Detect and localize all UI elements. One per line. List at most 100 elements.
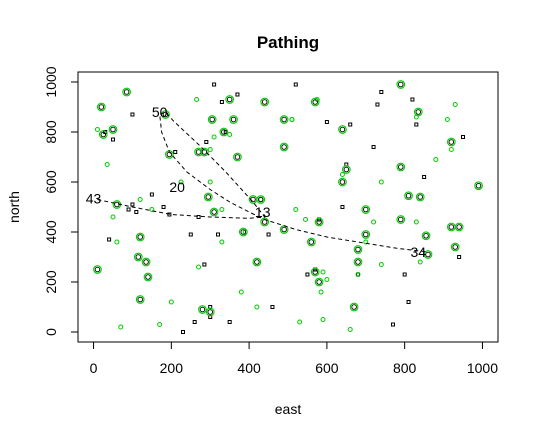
small-green-point <box>178 179 184 185</box>
black-ring-point <box>221 129 227 135</box>
green-circle-point <box>341 165 351 174</box>
green-circle-point <box>248 195 258 204</box>
green-circle-point <box>135 232 145 242</box>
black-ring-point <box>355 246 361 253</box>
black-square-point <box>410 97 415 102</box>
green-circle-point <box>446 222 456 232</box>
black-ring-point <box>98 104 105 110</box>
green-circle-point <box>225 95 235 104</box>
y-tick-label: 400 <box>43 220 59 244</box>
black-ring-point <box>363 231 369 238</box>
path-node-label: 50 <box>152 104 168 120</box>
green-circle-point <box>310 267 320 277</box>
black-square-point <box>149 192 154 197</box>
green-circle-point <box>353 257 363 267</box>
black-ring-point <box>137 296 143 303</box>
green-circle-point <box>361 230 371 239</box>
green-circle-point <box>450 242 460 252</box>
green-circle-point <box>474 181 483 191</box>
x-tick-label: 600 <box>315 360 339 376</box>
green-circle-point <box>238 227 248 237</box>
small-green-point <box>104 162 110 167</box>
x-axis: 0 200 400 600 800 1000 <box>90 341 498 376</box>
black-square-point <box>391 322 395 327</box>
black-ring-point <box>398 164 404 170</box>
route-dashed-line <box>97 111 429 253</box>
green-circle-point <box>415 192 425 202</box>
small-green-point <box>417 259 423 265</box>
black-ring-point <box>308 239 315 245</box>
black-square-point <box>161 205 166 209</box>
green-circle-point <box>423 250 433 259</box>
small-green-point <box>371 219 377 225</box>
black-square-point <box>134 210 139 214</box>
small-green-point <box>448 147 454 152</box>
black-square-point <box>181 330 185 334</box>
black-ring-point <box>398 81 404 88</box>
small-green-point <box>297 319 303 325</box>
black-ring-point <box>137 234 143 240</box>
x-tick-label: 0 <box>90 360 98 376</box>
small-green-point <box>355 272 361 277</box>
y-axis-label: north <box>6 191 22 223</box>
black-square-point <box>293 82 298 87</box>
black-square-point <box>371 145 376 149</box>
black-square-point <box>461 135 465 139</box>
black-ring-point <box>417 194 423 200</box>
small-green-point <box>293 207 299 212</box>
x-tick-label: 200 <box>160 360 184 376</box>
green-circle-point <box>141 257 151 267</box>
green-circle-point <box>200 147 209 157</box>
black-ring-point <box>207 309 213 315</box>
small-green-point <box>363 239 369 245</box>
small-green-point <box>194 97 200 102</box>
black-square-point <box>202 262 207 267</box>
green-circle-point <box>260 217 270 227</box>
small-green-point <box>110 214 116 220</box>
green-circle-point <box>349 302 359 312</box>
black-square-point <box>192 320 197 324</box>
black-ring-point <box>415 109 422 115</box>
black-ring-point <box>135 254 142 260</box>
small-green-point <box>444 117 450 122</box>
black-square-point <box>219 100 224 104</box>
small-green-point <box>339 172 345 177</box>
green-circle-point <box>122 87 131 97</box>
small-green-point <box>137 197 143 202</box>
green-circle-point <box>421 231 431 241</box>
path-labels: 50 20 43 13 34 <box>86 104 427 260</box>
black-ring-point <box>209 116 215 123</box>
green-circle-point <box>198 305 207 314</box>
small-green-point <box>433 157 439 162</box>
green-circle-point <box>279 115 289 124</box>
green-circle-point <box>396 215 406 224</box>
path-node-label: 34 <box>410 244 426 260</box>
small-green-point <box>320 317 326 322</box>
green-circle-point <box>404 191 413 201</box>
small-green-point <box>219 239 225 245</box>
black-square-point <box>188 232 193 237</box>
black-square-point <box>348 122 353 127</box>
black-ring-point <box>425 251 431 258</box>
path-node-label: 20 <box>169 179 185 195</box>
black-ring-point <box>166 151 173 158</box>
small-green-point <box>207 147 213 152</box>
y-axis: 0 200 400 600 800 1000 <box>43 66 79 336</box>
small-green-point <box>211 134 217 140</box>
path-layer <box>97 111 429 253</box>
green-circle-point <box>310 97 320 107</box>
black-square-point <box>457 255 462 259</box>
black-square-point <box>266 232 271 237</box>
small-green-point <box>452 102 458 107</box>
green-circle-point <box>98 130 108 139</box>
small-green-point <box>413 219 419 225</box>
black-square-point <box>422 175 427 179</box>
black-ring-point <box>452 244 458 250</box>
black-ring-point <box>343 166 350 173</box>
black-square-point <box>216 232 220 237</box>
green-circle-point <box>205 307 215 317</box>
green-circle-point <box>233 152 242 162</box>
small-green-point <box>303 217 308 222</box>
black-ring-point <box>143 259 149 265</box>
